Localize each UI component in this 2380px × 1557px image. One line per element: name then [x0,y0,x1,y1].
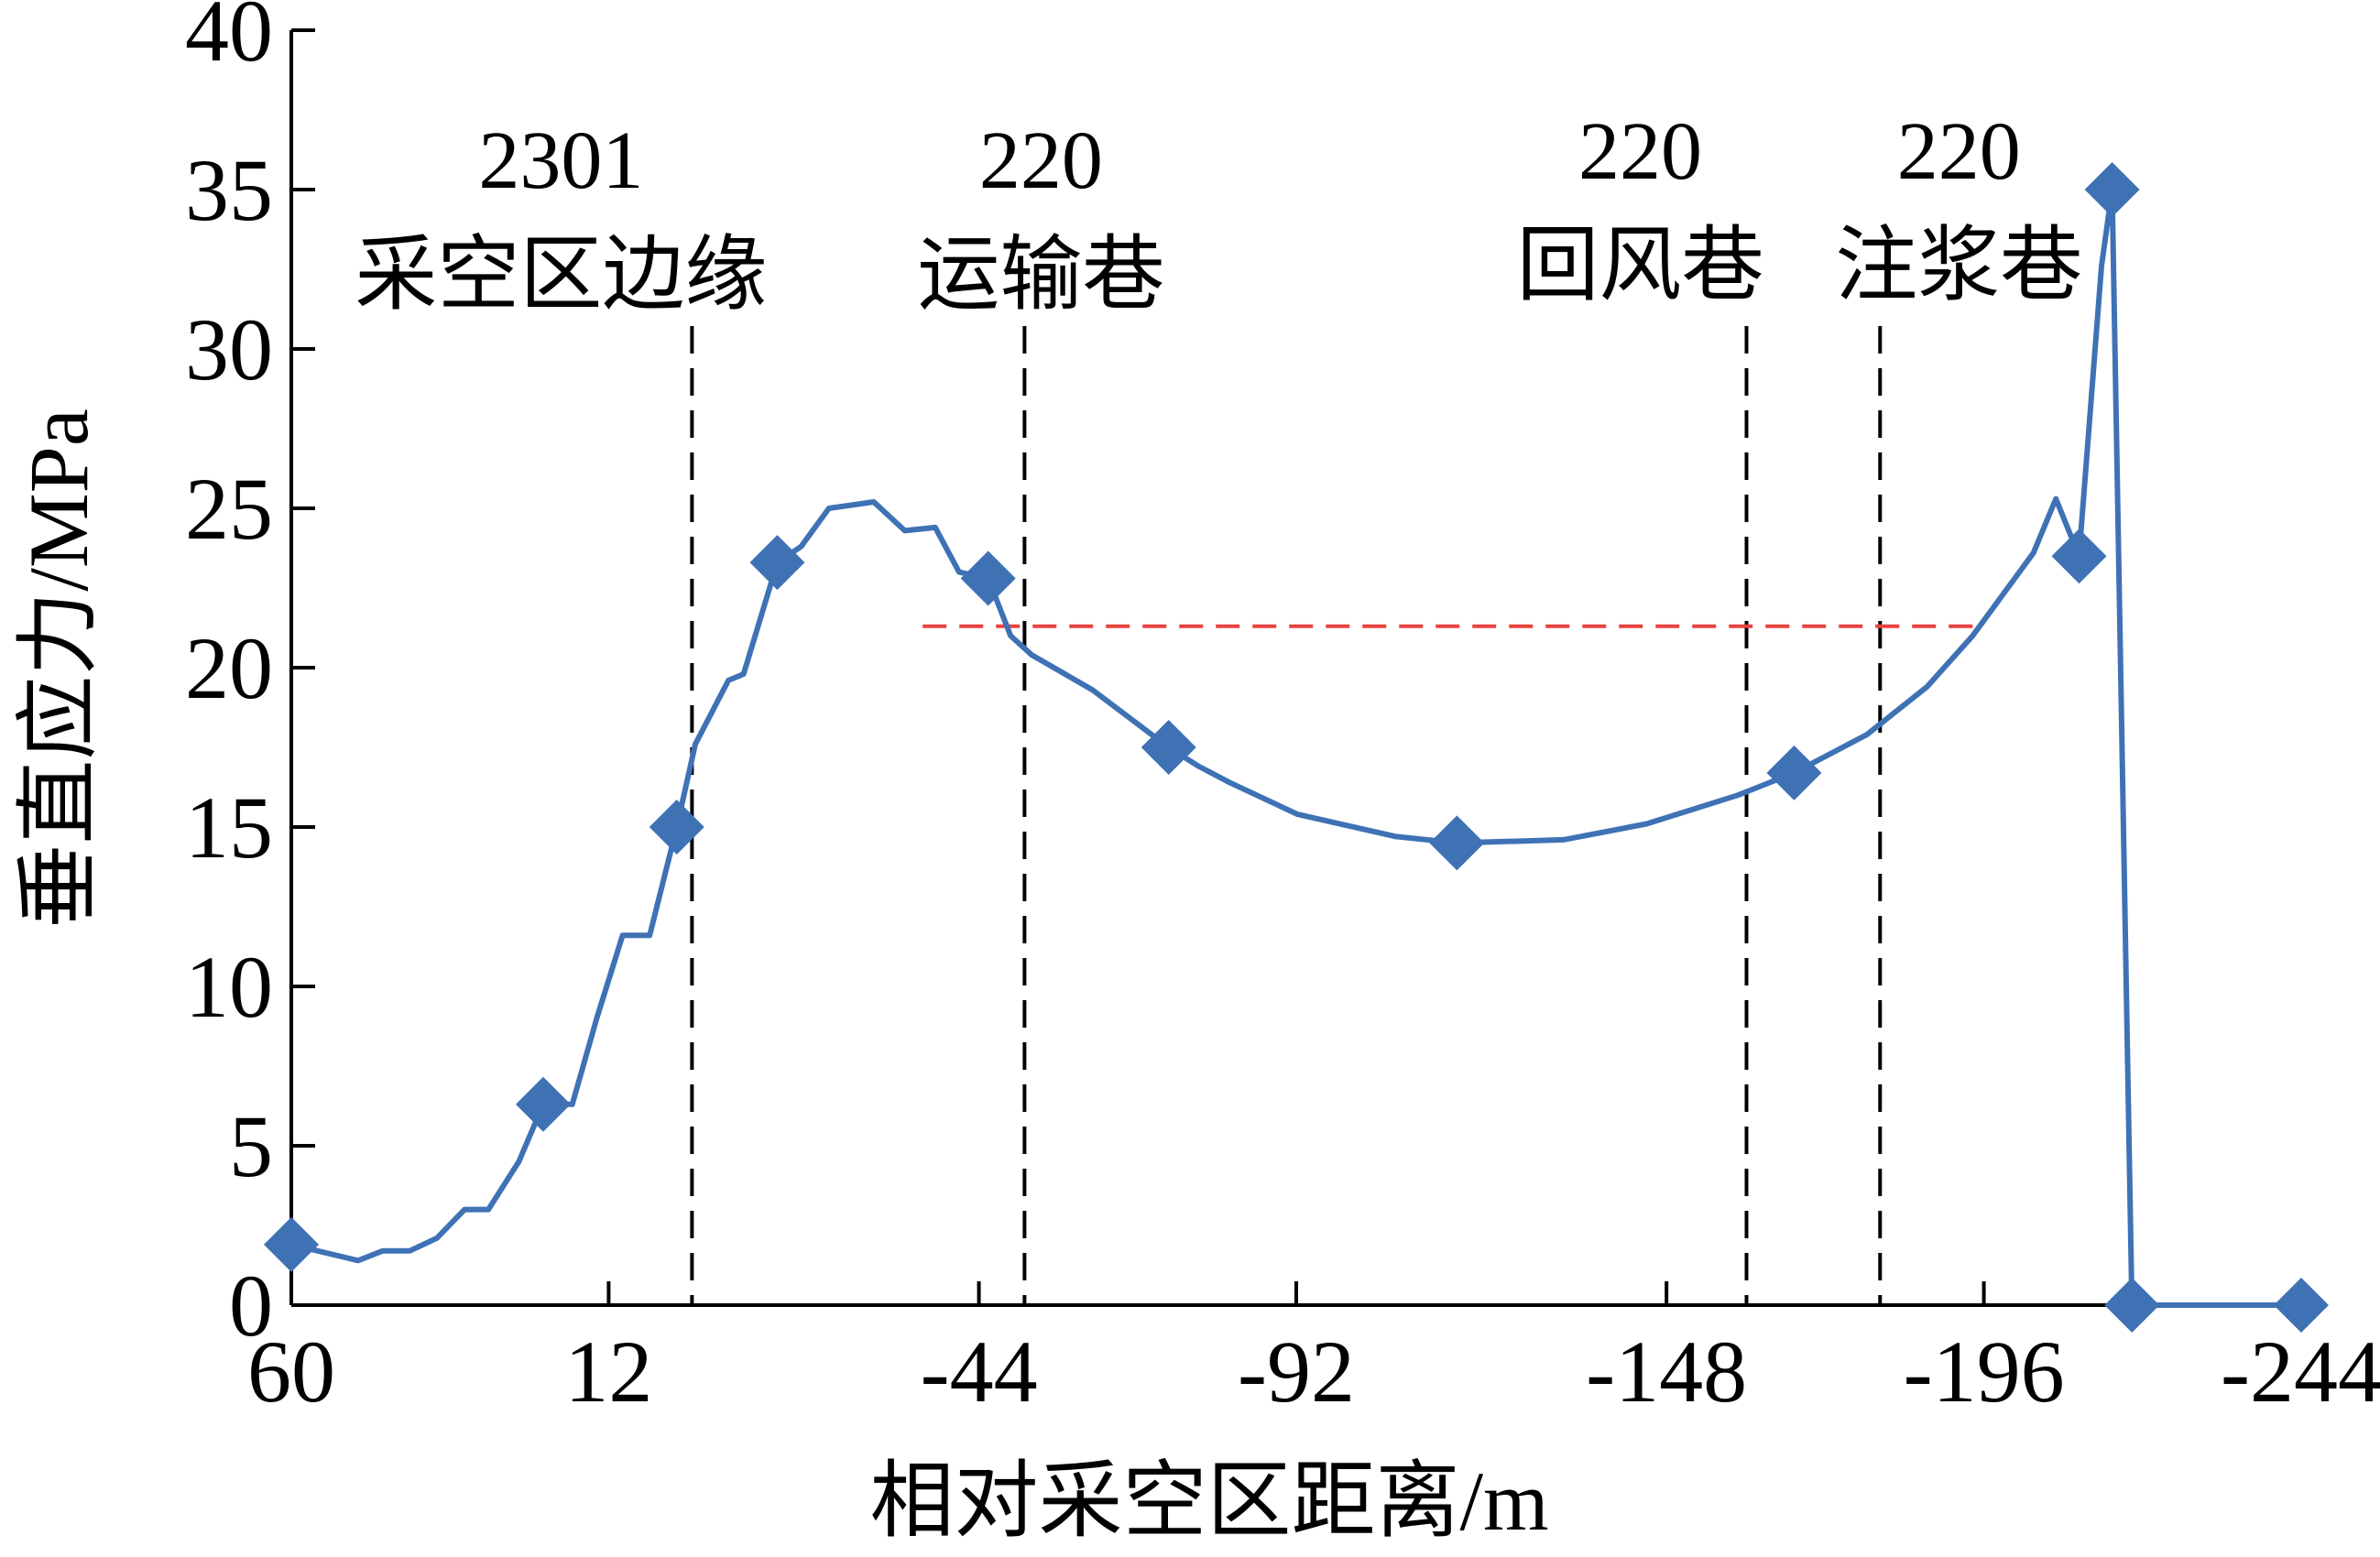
data-line [290,187,2301,1308]
marker [515,1076,571,1132]
x-tick-label: -92 [1238,1323,1355,1421]
marker [2274,1278,2329,1333]
x-axis-label: 相对采空区距离/m [869,1454,1548,1548]
y-tick-label: 40 [185,0,273,80]
x-tick-label: -44 [921,1323,1038,1421]
annotation-text: 220 [979,115,1103,206]
marker [960,550,1016,606]
marker [749,535,805,591]
y-tick-label: 10 [185,938,273,1036]
x-tick-label: 12 [564,1323,652,1421]
y-tick-label: 15 [185,778,273,876]
marker [1141,720,1196,775]
annotation-text: 运输巷 [917,230,1164,321]
y-axis-label: 垂直应力/MPa [12,408,105,928]
marker [264,1216,319,1272]
x-tick-label: 60 [247,1323,335,1421]
annotation-text: 采空区边缘 [355,230,767,321]
annotation-text: 注浆巷 [1835,221,2082,311]
marker [2104,1278,2160,1333]
marker [1766,745,1822,800]
y-tick-label: 0 [229,1257,273,1355]
y-tick-label: 5 [229,1097,273,1195]
annotation-text: 220 [1578,106,1702,197]
y-tick-label: 35 [185,141,273,239]
annotation-text: 回风巷 [1516,221,1763,311]
annotation-text: 2301 [478,115,643,206]
annotation-text: 220 [1897,106,2021,197]
x-tick-label: -196 [1904,1323,2065,1421]
y-tick-label: 30 [185,300,273,398]
x-tick-label: -148 [1586,1323,1747,1421]
y-tick-label: 20 [185,619,273,717]
y-tick-label: 25 [185,460,273,558]
marker [2051,528,2107,584]
marker [1429,815,1485,871]
marker [649,800,704,855]
marker [2084,162,2140,217]
x-tick-label: -244 [2221,1323,2380,1421]
